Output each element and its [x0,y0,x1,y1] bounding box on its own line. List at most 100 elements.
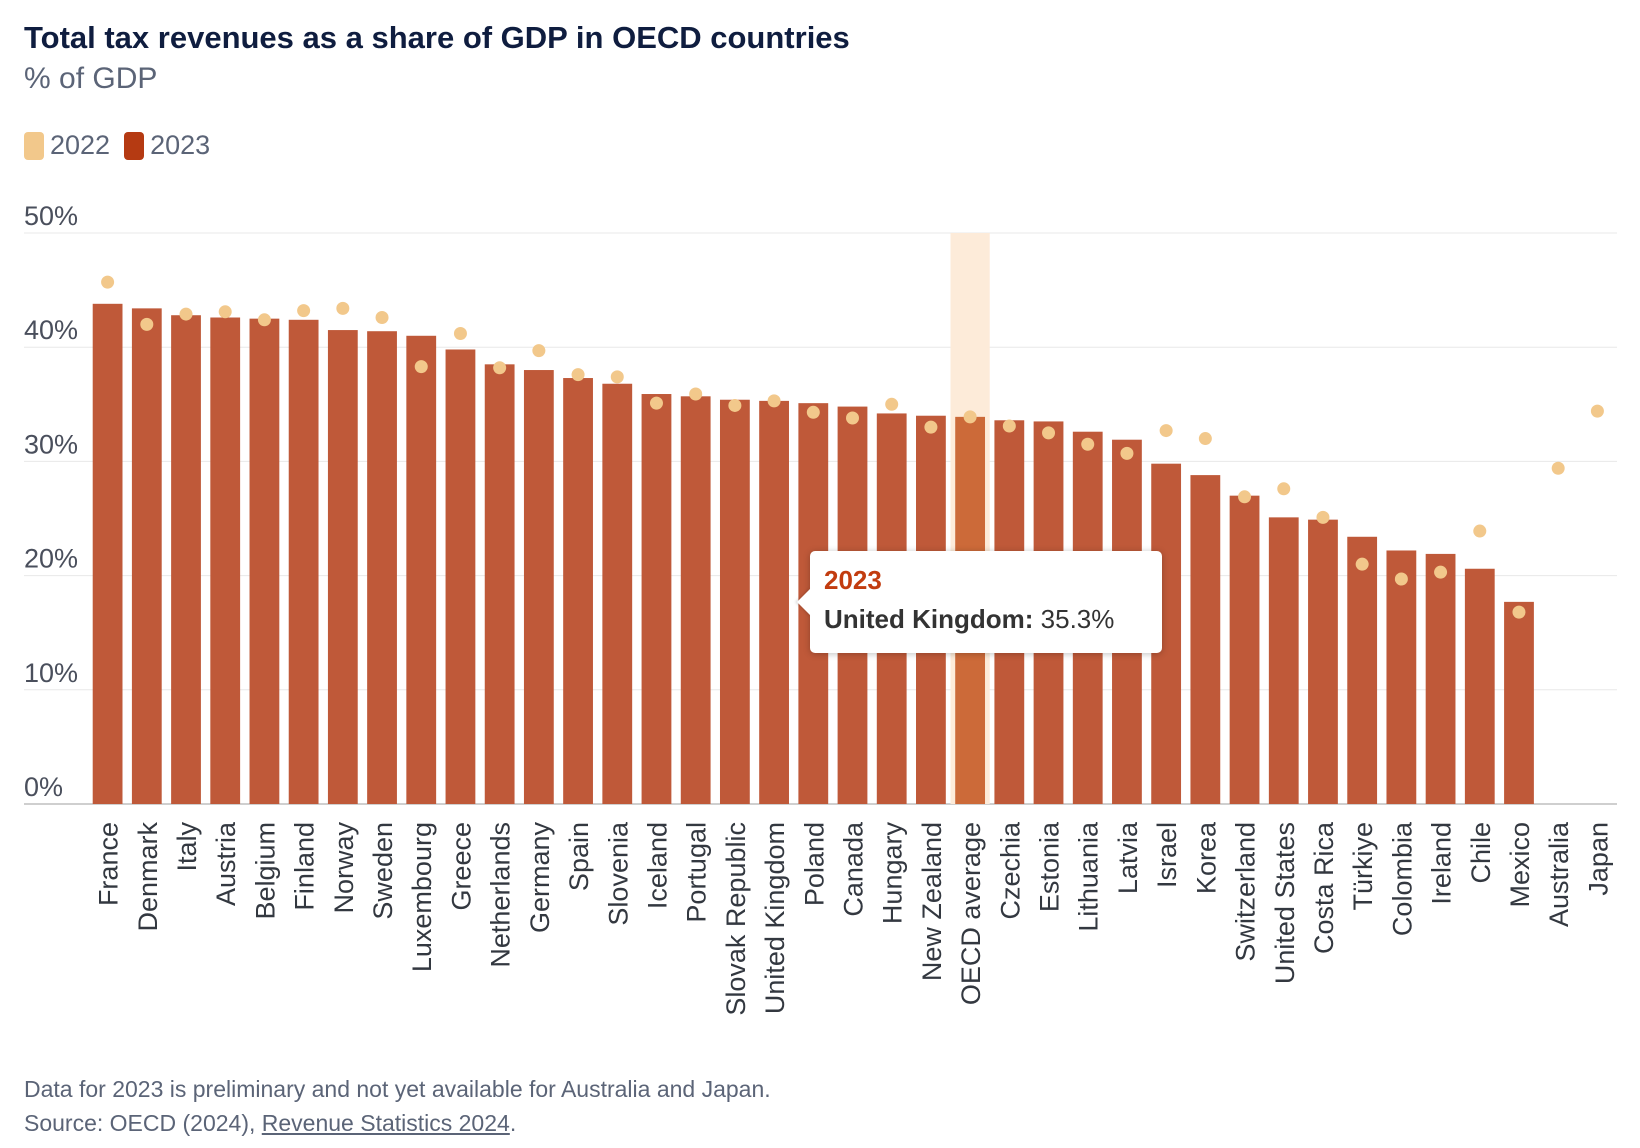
y-tick-label: 40% [24,315,78,345]
bar-2023-united-states[interactable] [1268,517,1299,804]
dot-2022-oecd-average[interactable] [963,410,977,424]
dot-2022-ireland[interactable] [1434,565,1448,579]
dot-2022-czechia[interactable] [1002,419,1016,433]
legend-label-2023: 2023 [150,130,211,160]
dot-2022-turkiye[interactable] [1355,557,1369,571]
x-tick-label-japan: Japan [1583,822,1613,896]
bar-2023-finland[interactable] [288,319,319,804]
bar-2023-luxembourg[interactable] [406,335,437,804]
bar-2023-costa-rica[interactable] [1308,519,1338,804]
x-tick-label-new-zealand: New Zealand [917,822,947,981]
bar-2023-norway[interactable] [327,330,358,804]
bar-2023-united-kingdom[interactable] [759,400,789,804]
bar-2023-mexico[interactable] [1504,601,1534,804]
bar-2023-greece[interactable] [445,349,476,804]
dot-2022-netherlands[interactable] [493,361,507,375]
x-tick-label-iceland: Iceland [642,822,672,909]
dot-2022-sweden[interactable] [375,311,389,325]
dot-2022-spain[interactable] [571,368,585,382]
x-tick-label-norway: Norway [329,822,359,914]
bar-2023-sweden[interactable] [367,331,397,804]
x-tick-label-portugal: Portugal [682,822,712,923]
x-tick-label-germany: Germany [525,822,555,934]
dot-2022-chile[interactable] [1473,524,1487,538]
bar-2023-austria[interactable] [210,317,241,804]
x-tick-label-ireland: Ireland [1427,822,1457,905]
dot-2022-austria[interactable] [218,305,232,319]
dot-2022-japan[interactable] [1590,404,1604,418]
dot-2022-belgium[interactable] [257,313,271,327]
bar-2023-turkiye[interactable] [1347,536,1378,804]
dot-2022-slovak-republic[interactable] [728,398,742,412]
dot-2022-poland[interactable] [806,405,820,419]
bar-2023-denmark[interactable] [131,308,162,804]
x-tick-label-costa-rica: Costa Rica [1309,821,1339,954]
dot-2022-germany[interactable] [532,344,546,358]
bar-2023-colombia[interactable] [1386,550,1417,804]
dot-2022-hungary[interactable] [885,397,899,411]
x-tick-label-italy: Italy [172,822,202,872]
dot-2022-finland[interactable] [297,304,311,318]
dot-2022-norway[interactable] [336,301,350,315]
bar-2023-chile[interactable] [1464,568,1495,804]
bar-2023-netherlands[interactable] [484,364,515,804]
bar-2023-slovak-republic[interactable] [719,399,750,804]
dot-2022-denmark[interactable] [140,317,154,331]
source-link[interactable]: Revenue Statistics 2024 [261,1110,510,1136]
x-tick-label-greece: Greece [446,822,476,911]
dot-2022-lithuania[interactable] [1081,437,1095,451]
dot-2022-australia[interactable] [1551,461,1565,475]
dot-2022-latvia[interactable] [1120,446,1134,460]
legend-swatch-2022 [24,131,44,160]
dot-2022-france[interactable] [101,275,115,289]
bar-chart: 0% 10% 20% 30% 40% 50% France Denmark Italy Aust… [24,201,1617,1016]
dot-2022-mexico[interactable] [1512,605,1526,619]
dot-2022-italy[interactable] [179,307,193,321]
legend-item-2023[interactable]: 2023 [124,130,210,161]
legend-item-2022[interactable]: 2022 [24,130,110,161]
dot-2022-united-kingdom[interactable] [767,394,781,408]
dot-2022-canada[interactable] [846,411,859,425]
x-tick-label-colombia: Colombia [1387,821,1417,936]
bar-2023-korea[interactable] [1190,475,1221,804]
dot-2022-united-states[interactable] [1277,482,1291,496]
bar-2023-ireland[interactable] [1425,553,1456,804]
bar-2023-spain[interactable] [563,378,593,804]
x-tick-label-slovenia: Slovenia [603,821,633,926]
dot-2022-slovenia[interactable] [610,370,624,384]
dot-2022-luxembourg[interactable] [414,360,428,374]
bar-2023-germany[interactable] [523,370,554,804]
bar-2023-portugal[interactable] [680,396,711,804]
x-tick-label-switzerland: Switzerland [1231,822,1261,962]
tooltip-value: 35.3% [1040,604,1115,634]
tooltip-line: United Kingdom: 35.3% [824,604,1148,635]
x-tick-label-slovak-republic: Slovak Republic [721,822,751,1016]
x-tick-label-united-kingdom: United Kingdom [760,822,790,1014]
dot-2022-korea[interactable] [1198,432,1212,446]
bar-2023-slovenia[interactable] [602,383,633,804]
y-tick-label: 30% [24,429,78,459]
bar-2023-switzerland[interactable] [1229,495,1260,804]
dot-2022-estonia[interactable] [1042,426,1056,440]
dot-2022-switzerland[interactable] [1238,490,1252,504]
dot-2022-iceland[interactable] [649,396,663,410]
bar-2023-france[interactable] [92,303,123,804]
x-tick-label-lithuania: Lithuania [1074,821,1104,932]
y-tick-layer: 0% 10% 20% 30% 40% 50% [24,201,78,802]
dot-2022-costa-rica[interactable] [1316,510,1330,524]
dot-2022-portugal[interactable] [689,387,703,401]
bar-2023-iceland[interactable] [641,394,672,804]
x-tick-label-france: France [94,822,124,906]
bar-2023-belgium[interactable] [249,318,280,804]
x-tick-label-canada: Canada [839,821,869,917]
dot-2022-israel[interactable] [1159,424,1173,438]
x-tick-label-netherlands: Netherlands [486,822,516,968]
x-tick-layer: France Denmark Italy Austria Belgium Finland N… [94,821,1614,1016]
dot-2022-colombia[interactable] [1394,572,1408,586]
x-tick-label-poland: Poland [799,822,829,906]
x-tick-label-korea: Korea [1191,821,1221,894]
bar-2023-italy[interactable] [171,315,201,804]
dot-2022-new-zealand[interactable] [924,420,938,434]
dot-2022-greece[interactable] [453,326,467,340]
x-tick-label-finland: Finland [290,822,320,911]
